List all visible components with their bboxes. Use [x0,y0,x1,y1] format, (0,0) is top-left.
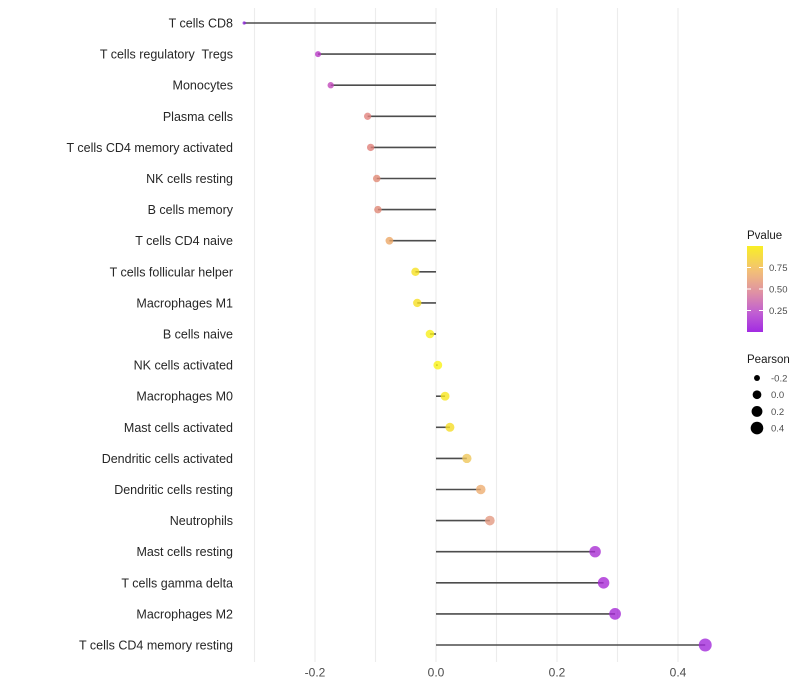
lollipop-dot [315,51,322,58]
x-tick-label: 0.4 [670,666,687,680]
lollipop-dot [475,484,486,495]
cell-label: B cells naive [163,328,233,342]
pearson-size-dot [752,390,762,400]
lollipop-dot [413,298,422,308]
pvalue-tick-label: 0.50 [769,285,788,296]
lollipop-dot [372,174,381,183]
pvalue-tick-label: 0.25 [769,306,788,317]
cell-label: T cells CD4 memory resting [79,639,233,653]
lollipop-dot [462,453,472,464]
pearson-size-dot [754,375,760,381]
pearson-legend-title: Pearson [747,354,790,366]
lollipop-dot [327,82,334,89]
pearson-size-label: -0.2 [771,374,787,385]
lollipop-dot [366,143,375,152]
pearson-size-label: 0.0 [771,390,784,401]
pearson-size-label: 0.4 [771,424,784,435]
pearson-size-dot [751,405,763,417]
lollipop-dot [411,267,420,276]
lollipop-dot [440,391,450,401]
lollipop-dot [433,360,443,370]
cell-label: T cells CD4 memory activated [67,141,234,155]
pearson-size-label: 0.2 [771,407,784,418]
lollipop-dot [445,422,455,432]
cell-label: Dendritic cells resting [114,483,233,497]
pvalue-tick-label: 0.75 [769,263,788,274]
cell-label: Macrophages M0 [136,390,233,404]
x-tick-label: -0.2 [305,666,326,680]
cell-label: T cells CD8 [169,17,233,31]
cell-label: Mast cells resting [136,545,233,559]
lollipop-dot [484,515,495,526]
cell-label: Monocytes [173,79,233,93]
cell-label: Macrophages M1 [136,296,233,310]
lollipop-dot [698,638,712,652]
lollipop-dot [425,329,435,339]
lollipop-dot [385,236,394,245]
cell-label: Dendritic cells activated [102,452,233,466]
pvalue-legend-title: Pvalue [747,230,782,242]
pearson-size-dot [750,421,764,435]
lollipop-dot [242,21,246,25]
lollipop-dot [363,112,372,120]
cell-label: Macrophages M2 [136,607,233,621]
lollipop-dot [609,608,621,620]
x-tick-label: 0.2 [549,666,566,680]
cell-label: T cells follicular helper [110,265,233,279]
cell-label: Neutrophils [170,514,233,528]
lollipop-dot [597,577,610,589]
cell-label: NK cells activated [134,359,233,373]
cell-label: Mast cells activated [124,421,233,435]
cell-label: T cells CD4 naive [135,234,233,248]
lollipop-dot [374,205,382,214]
cell-label: Plasma cells [163,110,233,124]
x-tick-label: 0.0 [428,666,445,680]
cell-label: T cells regulatory Tregs [100,48,233,62]
cell-label: T cells gamma delta [121,576,233,590]
lollipop-dot [589,545,601,558]
cell-label: NK cells resting [146,172,233,186]
cell-label: B cells memory [148,203,234,217]
